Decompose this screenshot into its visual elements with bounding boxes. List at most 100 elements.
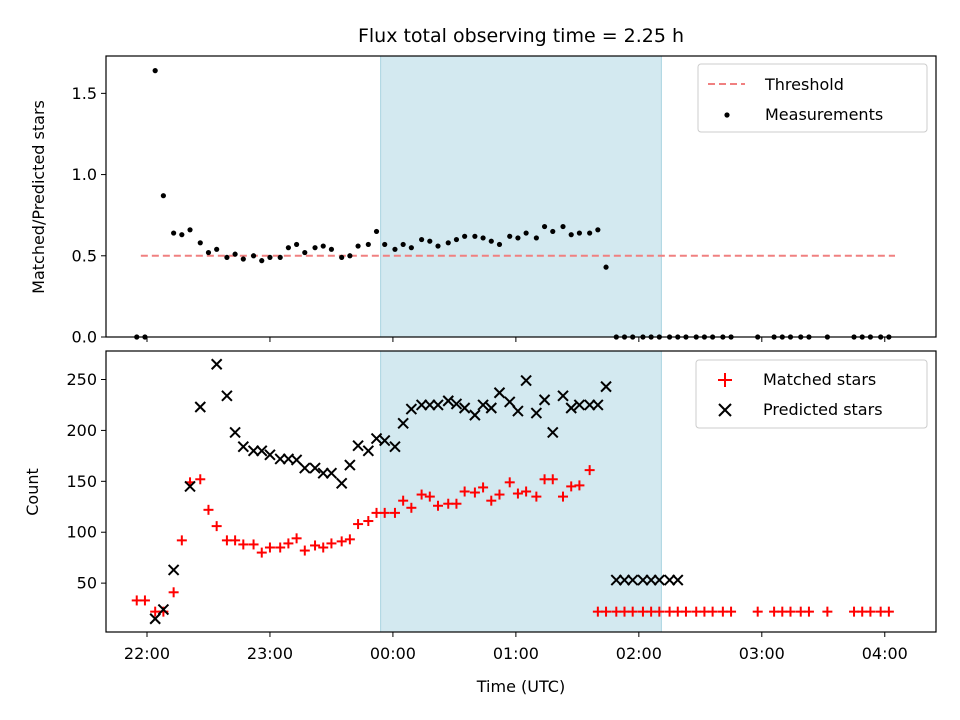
matched-point (822, 606, 833, 617)
predicted-point (520, 374, 532, 387)
measurement-point (568, 232, 574, 238)
predicted-point (663, 574, 676, 586)
predicted-point-b (432, 399, 444, 411)
predicted-point (256, 445, 268, 457)
matched-point (336, 536, 347, 547)
predicted-point (274, 453, 286, 465)
predicted-point-b (573, 399, 586, 411)
matched-point (752, 606, 763, 617)
predicted-point-b (415, 399, 428, 411)
predicted-point (415, 399, 428, 411)
measurement-point (408, 245, 414, 251)
measurement-point (267, 254, 273, 261)
predicted-point-b (592, 399, 604, 411)
predicted-point-b (290, 454, 303, 466)
matched-point (521, 486, 532, 497)
measurement-point (312, 245, 318, 251)
measurement-point (472, 233, 478, 239)
predicted-point (645, 574, 657, 586)
predicted-point (184, 480, 196, 493)
predicted-point (512, 405, 524, 417)
x-tick-label: 22:00 (124, 644, 170, 663)
predicted-point (573, 399, 586, 411)
measurement-point (480, 235, 486, 241)
predicted-point (247, 445, 260, 457)
count-marks (131, 358, 894, 625)
measurement-point (277, 254, 283, 261)
predicted-point (442, 395, 454, 407)
predicted-point-b (256, 445, 268, 457)
measurement-point (595, 227, 601, 233)
measurement-point (160, 193, 166, 199)
matched-point (486, 495, 497, 506)
matched-point (627, 606, 638, 617)
matched-point (433, 500, 443, 511)
predicted-point-b (274, 453, 286, 465)
count-panel: 50 100 150 200 250 22:00 23:00 00:00 01:00 02:00… (23, 350, 937, 696)
predicted-point-b (237, 440, 250, 453)
matched-point (654, 606, 665, 617)
matched-point (283, 538, 294, 549)
predicted-point (264, 449, 276, 461)
predicted-point (317, 467, 329, 479)
predicted-point-b (221, 390, 233, 402)
predicted-point (194, 401, 206, 413)
measurement-point (293, 241, 300, 248)
matched-point (494, 489, 505, 500)
legend-predicted-swatch (718, 403, 732, 417)
count-x-ticks: 22:00 23:00 00:00 01:00 02:00 03:00 04:00 (124, 632, 908, 663)
ratio-x-ticks (146, 337, 886, 342)
matched-point (680, 606, 691, 617)
matched-point (195, 474, 206, 485)
predicted-point (379, 434, 391, 447)
predicted-point-b (600, 380, 612, 393)
predicted-point-b (184, 480, 196, 493)
predicted-point (167, 564, 180, 576)
predicted-point-b (157, 603, 170, 616)
predicted-point-b (344, 459, 356, 471)
measurement-point (250, 253, 257, 259)
ratio-y-ticks: 0.0 0.5 1.0 1.5 (72, 84, 106, 347)
matched-point (558, 491, 569, 502)
predicted-point (157, 603, 170, 616)
predicted-point (653, 574, 666, 586)
predicted-point (370, 432, 383, 445)
predicted-point (424, 399, 436, 411)
predicted-point (530, 407, 543, 419)
matched-point (547, 474, 558, 485)
predicted-point-b (424, 399, 436, 411)
measurement-point (171, 230, 177, 236)
measurement-point (488, 238, 494, 244)
observing-window-top (380, 55, 662, 338)
matched-point (512, 488, 523, 499)
measurement-point (550, 228, 556, 235)
measurement-point (427, 238, 433, 244)
y-tick-label: 0.5 (72, 246, 97, 265)
count-axes-frame (105, 350, 937, 633)
predicted-point (547, 426, 559, 439)
matched-point (566, 481, 577, 492)
x-tick-label: 23:00 (247, 644, 293, 663)
predicted-point (352, 439, 364, 452)
matched-point (459, 486, 470, 497)
measurement-point (523, 230, 529, 236)
measurement-point (435, 243, 441, 249)
ratio-legend: Threshold Measurements (697, 63, 928, 133)
measurement-point (152, 68, 158, 74)
predicted-point (618, 574, 631, 586)
matched-point (248, 539, 259, 550)
predicted-point-b (442, 395, 454, 407)
measurement-point (328, 246, 335, 252)
measurement-point (496, 241, 503, 248)
measurement-point (533, 235, 539, 241)
measurement-point (445, 240, 451, 246)
predicted-point (229, 426, 241, 439)
y-tick-label: 250 (66, 370, 97, 389)
matched-point (865, 606, 876, 617)
predicted-point-b (264, 449, 276, 461)
measurement-point (603, 264, 609, 270)
predicted-point (335, 477, 348, 490)
matched-point (785, 606, 796, 617)
matched-point (203, 504, 214, 515)
